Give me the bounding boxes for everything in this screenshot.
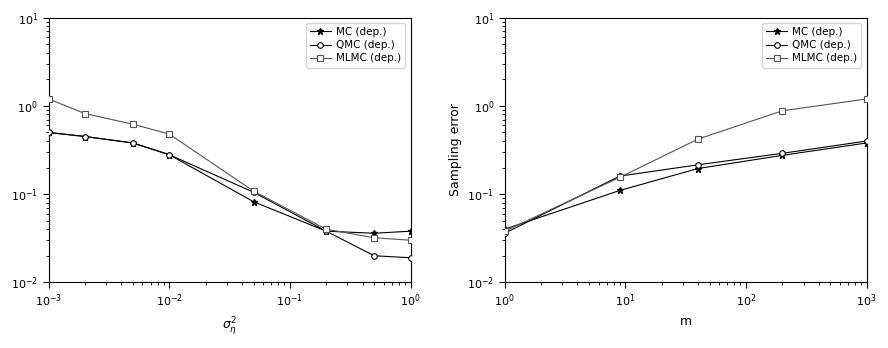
QMC (dep.) bbox=[693, 163, 703, 167]
MLMC (dep.) bbox=[44, 97, 54, 101]
MC (dep.) bbox=[44, 130, 54, 135]
X-axis label: m: m bbox=[679, 315, 692, 328]
Line: MLMC (dep.): MLMC (dep.) bbox=[502, 96, 869, 234]
MLMC (dep.) bbox=[369, 236, 379, 240]
MC (dep.) bbox=[693, 166, 703, 171]
QMC (dep.) bbox=[249, 190, 259, 194]
MC (dep.) bbox=[80, 134, 91, 139]
QMC (dep.) bbox=[405, 256, 416, 260]
MC (dep.) bbox=[614, 188, 625, 192]
MC (dep.) bbox=[499, 227, 510, 231]
MLMC (dep.) bbox=[405, 238, 416, 242]
MLMC (dep.) bbox=[693, 137, 703, 141]
MC (dep.) bbox=[321, 229, 331, 233]
Y-axis label: Sampling error: Sampling error bbox=[448, 104, 462, 197]
Line: MC (dep.): MC (dep.) bbox=[45, 129, 414, 237]
MLMC (dep.) bbox=[777, 109, 788, 113]
MLMC (dep.) bbox=[499, 229, 510, 233]
MC (dep.) bbox=[128, 141, 139, 145]
QMC (dep.) bbox=[128, 141, 139, 145]
MLMC (dep.) bbox=[321, 227, 331, 231]
MLMC (dep.) bbox=[128, 122, 139, 126]
MC (dep.) bbox=[164, 152, 175, 157]
Line: MC (dep.): MC (dep.) bbox=[501, 140, 870, 233]
MC (dep.) bbox=[249, 200, 259, 204]
MC (dep.) bbox=[369, 231, 379, 235]
QMC (dep.) bbox=[44, 130, 54, 135]
Line: QMC (dep.): QMC (dep.) bbox=[502, 138, 869, 236]
MLMC (dep.) bbox=[861, 97, 872, 101]
QMC (dep.) bbox=[777, 151, 788, 156]
Line: QMC (dep.): QMC (dep.) bbox=[46, 130, 413, 261]
MLMC (dep.) bbox=[614, 175, 625, 180]
Legend: MC (dep.), QMC (dep.), MLMC (dep.): MC (dep.), QMC (dep.), MLMC (dep.) bbox=[762, 23, 861, 68]
QMC (dep.) bbox=[321, 229, 331, 233]
MC (dep.) bbox=[405, 229, 416, 233]
QMC (dep.) bbox=[369, 254, 379, 258]
MC (dep.) bbox=[861, 141, 872, 145]
Legend: MC (dep.), QMC (dep.), MLMC (dep.): MC (dep.), QMC (dep.), MLMC (dep.) bbox=[305, 23, 405, 68]
X-axis label: $\sigma^2_\eta$: $\sigma^2_\eta$ bbox=[222, 315, 237, 337]
MC (dep.) bbox=[777, 153, 788, 157]
MLMC (dep.) bbox=[249, 189, 259, 193]
Line: MLMC (dep.): MLMC (dep.) bbox=[46, 96, 413, 243]
MLMC (dep.) bbox=[80, 111, 91, 116]
MLMC (dep.) bbox=[164, 132, 175, 136]
QMC (dep.) bbox=[861, 139, 872, 143]
QMC (dep.) bbox=[614, 174, 625, 178]
QMC (dep.) bbox=[499, 231, 510, 235]
QMC (dep.) bbox=[164, 152, 175, 157]
QMC (dep.) bbox=[80, 134, 91, 139]
